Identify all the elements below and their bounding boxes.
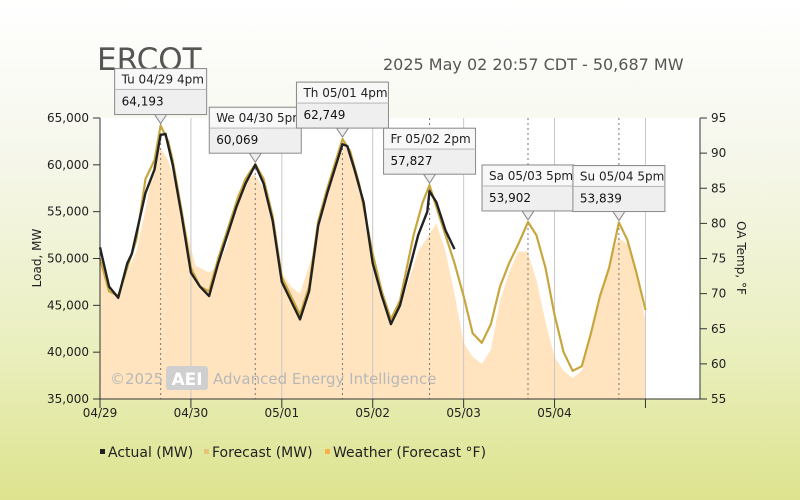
watermark-company: Advanced Energy Intelligence bbox=[213, 370, 436, 388]
x-tick-label: 05/03 bbox=[446, 406, 481, 420]
y2-tick-label: 55 bbox=[711, 392, 726, 406]
y2-tick-label: 80 bbox=[711, 216, 726, 230]
actual-series bbox=[98, 132, 456, 326]
watermark-copyright: ©2025 bbox=[110, 370, 163, 388]
y2-tick-label: 95 bbox=[711, 111, 726, 125]
legend-label: Actual (MW) bbox=[108, 445, 193, 461]
peak-annotations: Tu 04/29 4pm 64,193 We 04/30 5pm 60,069 Th 0… bbox=[114, 68, 666, 222]
peak-tooltip: We 04/30 5pm 60,069 bbox=[208, 106, 304, 164]
y2-tick-label: 60 bbox=[711, 357, 726, 371]
x-tick-label: 05/02 bbox=[355, 406, 390, 420]
y2-tick-label: 90 bbox=[711, 146, 726, 160]
peak-tooltip: Th 05/01 4pm 62,749 bbox=[295, 81, 389, 138]
tooltip-value: 53,839 bbox=[580, 192, 622, 206]
tooltip-value: 53,902 bbox=[489, 191, 531, 205]
x-tick-label: 05/04 bbox=[537, 406, 572, 420]
tooltip-header: Sa 05/03 5pm bbox=[489, 169, 573, 183]
y-tick-label: 50,000 bbox=[47, 252, 89, 266]
peak-tooltip: Su 05/04 5pm 53,839 bbox=[572, 165, 666, 222]
tooltip-header-bg bbox=[573, 166, 664, 186]
y2-axis-ticks: 55 60 65 70 75 80 85 90 95 bbox=[700, 111, 726, 406]
y-axis-ticks: 35,000 40,000 45,000 50,000 55,000 60,000 65,0… bbox=[47, 111, 100, 406]
x-tick-label: 05/01 bbox=[265, 406, 300, 420]
y-tick-label: 40,000 bbox=[47, 345, 89, 359]
aei-logo-text: AEI bbox=[171, 370, 202, 390]
y-tick-label: 65,000 bbox=[47, 111, 89, 125]
tooltip-header-bg bbox=[384, 129, 475, 149]
tooltip-value: 60,069 bbox=[216, 133, 258, 147]
actual-line bbox=[98, 132, 456, 326]
tooltip-header-bg bbox=[210, 108, 301, 128]
tooltip-header: Th 05/01 4pm bbox=[302, 86, 387, 100]
peak-tooltip: Fr 05/02 2pm 57,827 bbox=[383, 127, 477, 185]
y-tick-label: 55,000 bbox=[47, 205, 89, 219]
peak-tooltip: Tu 04/29 4pm 64,193 bbox=[114, 68, 208, 125]
legend-label: Weather (Forecast °F) bbox=[333, 445, 486, 461]
legend-swatch bbox=[325, 449, 330, 454]
tooltip-header: Tu 04/29 4pm bbox=[121, 73, 204, 87]
x-tick-label: 04/30 bbox=[174, 406, 209, 420]
y-tick-label: 45,000 bbox=[47, 298, 89, 312]
y-axis-label: Load, MW bbox=[30, 229, 44, 288]
tooltip-header-bg bbox=[115, 69, 206, 89]
legend-swatch bbox=[204, 449, 209, 454]
tooltip-value: 64,193 bbox=[122, 95, 164, 109]
tooltip-header-bg bbox=[483, 165, 573, 185]
x-tick-label: 04/29 bbox=[83, 406, 118, 420]
legend-label: Forecast (MW) bbox=[212, 445, 313, 461]
peak-tooltip: Sa 05/03 5pm 53,902 bbox=[481, 164, 575, 221]
y-tick-label: 60,000 bbox=[47, 158, 89, 172]
tooltip-header: Fr 05/02 2pm bbox=[391, 132, 471, 146]
tooltip-header: Su 05/04 5pm bbox=[580, 170, 664, 184]
aei-logo-box bbox=[166, 366, 208, 390]
y-tick-label: 35,000 bbox=[47, 392, 89, 406]
tooltip-value: 62,749 bbox=[303, 108, 345, 122]
legend-swatch bbox=[100, 449, 105, 454]
y2-tick-label: 65 bbox=[711, 322, 726, 336]
tooltip-header-bg bbox=[297, 83, 388, 103]
tooltip-header: We 04/30 5pm bbox=[216, 111, 304, 125]
y2-tick-label: 75 bbox=[711, 252, 726, 266]
y2-tick-label: 70 bbox=[711, 287, 726, 301]
y2-tick-label: 85 bbox=[711, 181, 726, 195]
y2-axis-label: OA Temp, °F bbox=[734, 221, 748, 295]
watermark: ©2025 AEI Advanced Energy Intelligence bbox=[110, 366, 436, 390]
chart-subtitle: 2025 May 02 20:57 CDT - 50,687 MW bbox=[383, 55, 684, 74]
x-axis-ticks: 04/29 04/30 05/01 05/02 05/03 05/04 bbox=[83, 399, 646, 420]
legend: Actual (MW) Forecast (MW) Weather (Forecas… bbox=[100, 445, 486, 461]
tooltip-value: 57,827 bbox=[391, 154, 433, 168]
